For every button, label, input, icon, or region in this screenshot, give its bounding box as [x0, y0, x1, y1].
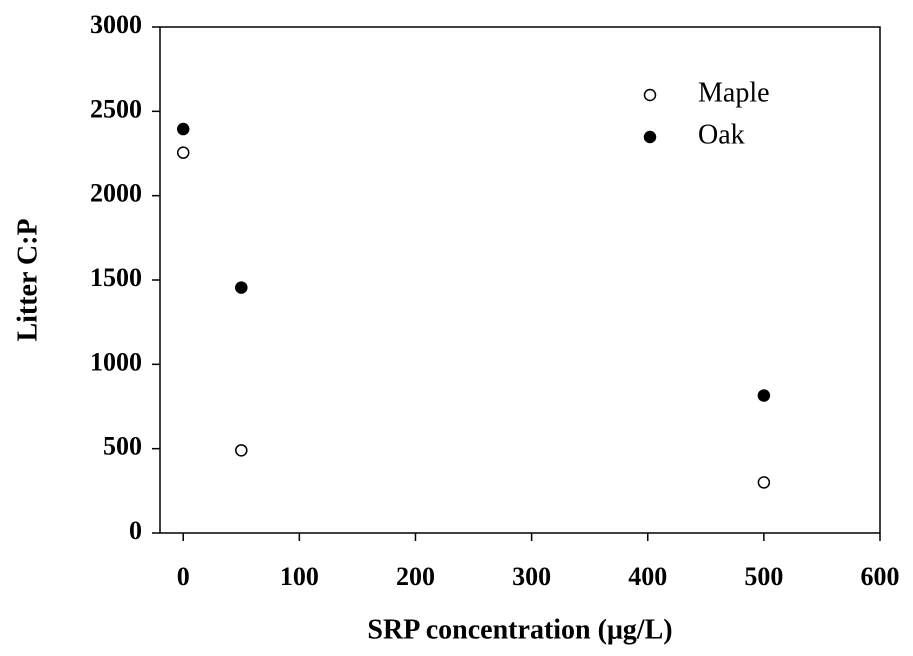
x-tick-label: 200 — [396, 562, 435, 591]
x-tick-label: 0 — [177, 562, 190, 591]
y-tick-label: 1500 — [90, 263, 142, 292]
legend-label: Oak — [698, 119, 745, 150]
point — [757, 476, 771, 489]
point — [235, 281, 248, 294]
x-tick-label: 100 — [280, 562, 319, 591]
point — [235, 444, 248, 457]
y-tick-label: 2000 — [90, 179, 142, 208]
point — [757, 389, 771, 402]
x-tick-label: 400 — [628, 562, 667, 591]
x-tick-label: 500 — [744, 562, 783, 591]
legend-label: Maple — [698, 77, 770, 108]
x-axis-title: SRP concentration (μg/L) — [367, 614, 672, 645]
legend-marker — [643, 88, 657, 102]
y-tick-label: 3000 — [90, 10, 142, 39]
y-tick-label: 500 — [103, 432, 142, 461]
point — [176, 122, 190, 136]
y-tick-label: 1000 — [90, 347, 142, 376]
y-tick-label: 0 — [129, 516, 142, 545]
y-tick-label: 2500 — [90, 94, 142, 123]
legend-marker — [643, 130, 657, 144]
y-axis-title: Litter C:P — [12, 218, 43, 341]
plot-frame — [159, 26, 881, 534]
x-tick-label: 300 — [512, 562, 551, 591]
x-tick-label: 600 — [861, 562, 900, 591]
point — [176, 146, 190, 159]
